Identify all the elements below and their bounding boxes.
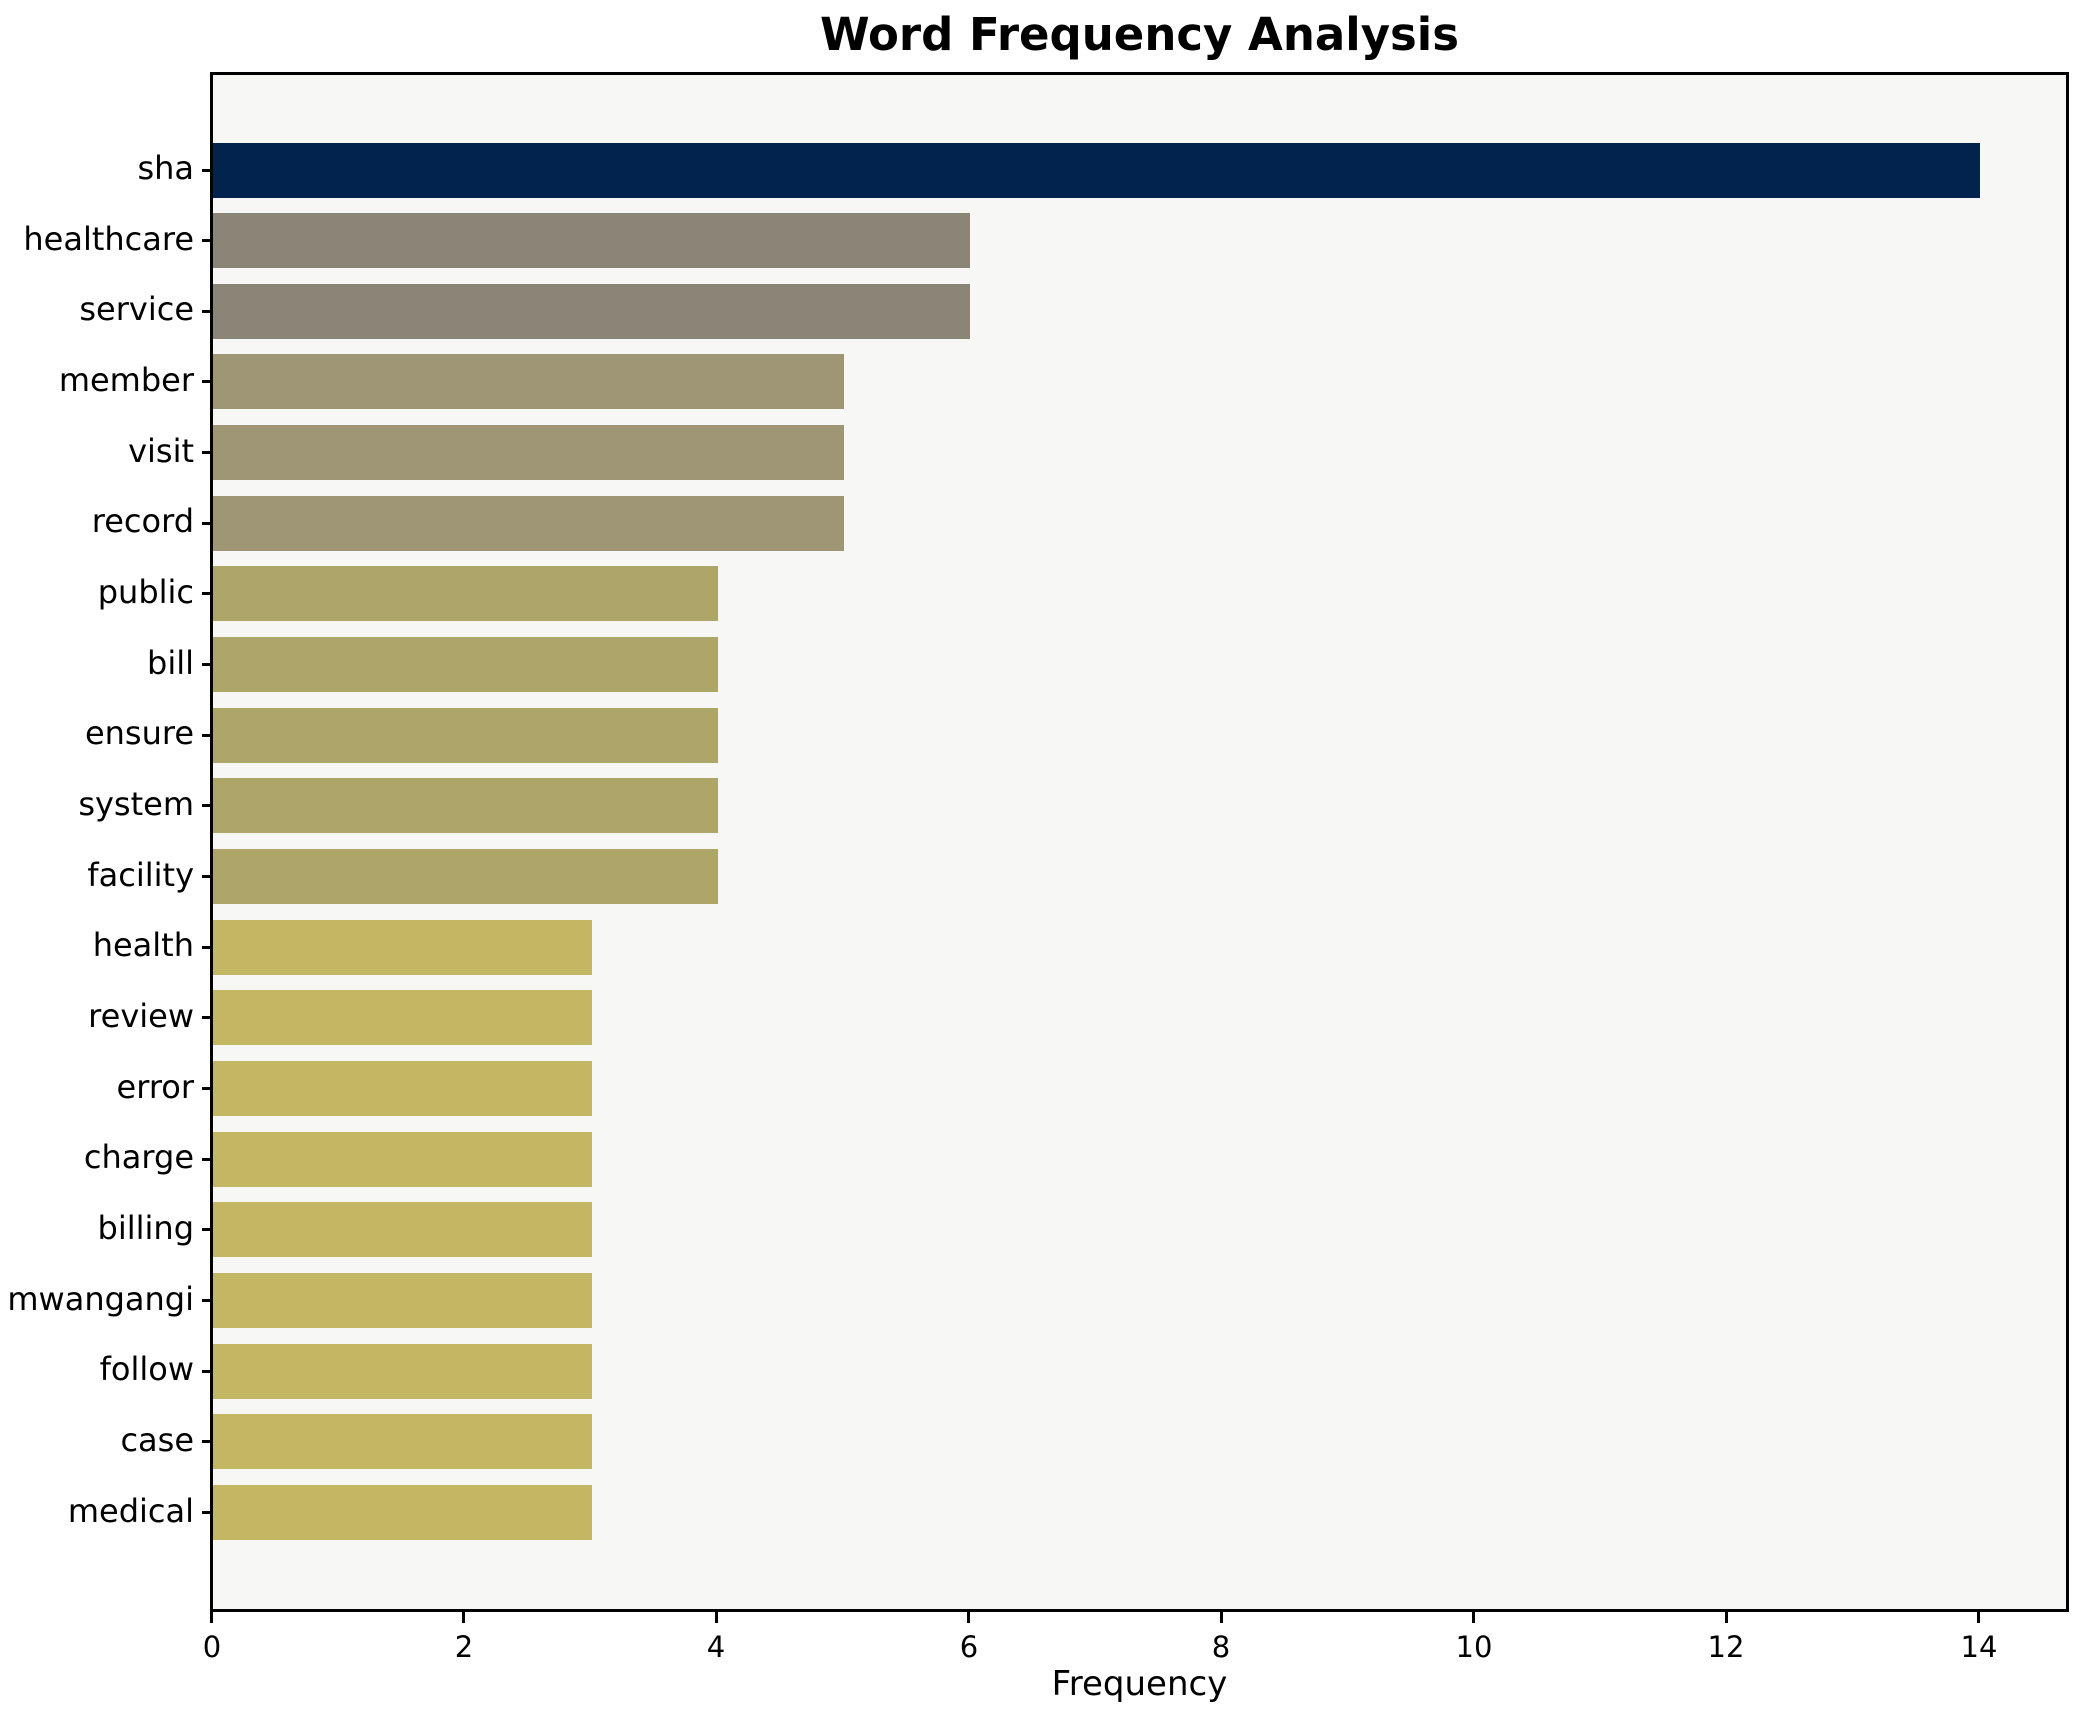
bar-case: [213, 1414, 592, 1469]
x-tick-mark: [715, 1612, 718, 1623]
bar-health: [213, 920, 592, 975]
bar-facility: [213, 849, 718, 904]
y-tick-mark: [202, 1440, 211, 1443]
bar-sha: [213, 143, 1980, 198]
bar-billing: [213, 1202, 592, 1257]
y-tick-label-ensure: ensure: [84, 714, 194, 752]
y-tick-mark: [202, 946, 211, 949]
x-tick-label-2: 2: [454, 1630, 474, 1664]
y-tick-label-public: public: [97, 573, 194, 611]
y-tick-mark: [202, 310, 211, 313]
bar-ensure: [213, 708, 718, 763]
x-tick-label-0: 0: [202, 1630, 222, 1664]
y-tick-mark: [202, 1087, 211, 1090]
y-tick-mark: [202, 592, 211, 595]
y-tick-mark: [202, 1228, 211, 1231]
bar-medical: [213, 1485, 592, 1540]
y-tick-label-sha: sha: [137, 149, 194, 187]
y-tick-mark: [202, 1370, 211, 1373]
y-tick-label-case: case: [120, 1421, 194, 1459]
y-tick-label-health: health: [92, 926, 194, 964]
y-tick-label-visit: visit: [128, 432, 194, 470]
y-tick-mark: [202, 875, 211, 878]
y-tick-label-medical: medical: [67, 1492, 194, 1530]
x-tick-label-14: 14: [1960, 1630, 1998, 1664]
y-tick-label-system: system: [78, 785, 194, 823]
x-tick-label-4: 4: [706, 1630, 726, 1664]
bar-bill: [213, 637, 718, 692]
y-tick-label-member: member: [58, 361, 194, 399]
y-tick-label-service: service: [79, 290, 194, 328]
y-tick-label-facility: facility: [87, 856, 194, 894]
y-tick-mark: [202, 451, 211, 454]
y-tick-mark: [202, 522, 211, 525]
y-tick-label-bill: bill: [147, 644, 194, 682]
y-tick-label-charge: charge: [83, 1138, 194, 1176]
bar-public: [213, 566, 718, 621]
bar-error: [213, 1061, 592, 1116]
y-tick-mark: [202, 1016, 211, 1019]
y-tick-mark: [202, 1511, 211, 1514]
bar-member: [213, 354, 844, 409]
x-tick-mark: [1472, 1612, 1475, 1623]
x-tick-label-12: 12: [1707, 1630, 1745, 1664]
x-axis-label: Frequency: [1051, 1664, 1228, 1704]
y-tick-mark: [202, 239, 211, 242]
x-tick-mark: [1725, 1612, 1728, 1623]
y-tick-mark: [202, 804, 211, 807]
y-tick-label-review: review: [88, 997, 194, 1035]
bar-review: [213, 990, 592, 1045]
y-tick-mark: [202, 169, 211, 172]
x-tick-mark: [210, 1612, 213, 1623]
y-tick-label-healthcare: healthcare: [23, 220, 194, 258]
y-tick-label-record: record: [91, 502, 194, 540]
bar-visit: [213, 425, 844, 480]
x-tick-label-10: 10: [1455, 1630, 1493, 1664]
bar-system: [213, 778, 718, 833]
y-tick-mark: [202, 1299, 211, 1302]
bar-record: [213, 496, 844, 551]
x-tick-mark: [967, 1612, 970, 1623]
x-tick-mark: [1220, 1612, 1223, 1623]
x-tick-mark: [1977, 1612, 1980, 1623]
y-tick-label-billing: billing: [97, 1209, 194, 1247]
bar-mwangangi: [213, 1273, 592, 1328]
x-tick-label-8: 8: [1211, 1630, 1231, 1664]
bar-follow: [213, 1344, 592, 1399]
y-tick-mark: [202, 734, 211, 737]
bar-service: [213, 284, 970, 339]
y-tick-label-mwangangi: mwangangi: [7, 1280, 194, 1318]
y-tick-label-error: error: [116, 1068, 194, 1106]
y-tick-mark: [202, 663, 211, 666]
chart-title: Word Frequency Analysis: [819, 8, 1460, 61]
bar-charge: [213, 1132, 592, 1187]
y-tick-mark: [202, 380, 211, 383]
y-tick-label-follow: follow: [99, 1350, 194, 1388]
x-tick-label-6: 6: [959, 1630, 979, 1664]
x-tick-mark: [462, 1612, 465, 1623]
y-tick-mark: [202, 1158, 211, 1161]
bar-healthcare: [213, 213, 970, 268]
plot-area: [210, 72, 2069, 1612]
